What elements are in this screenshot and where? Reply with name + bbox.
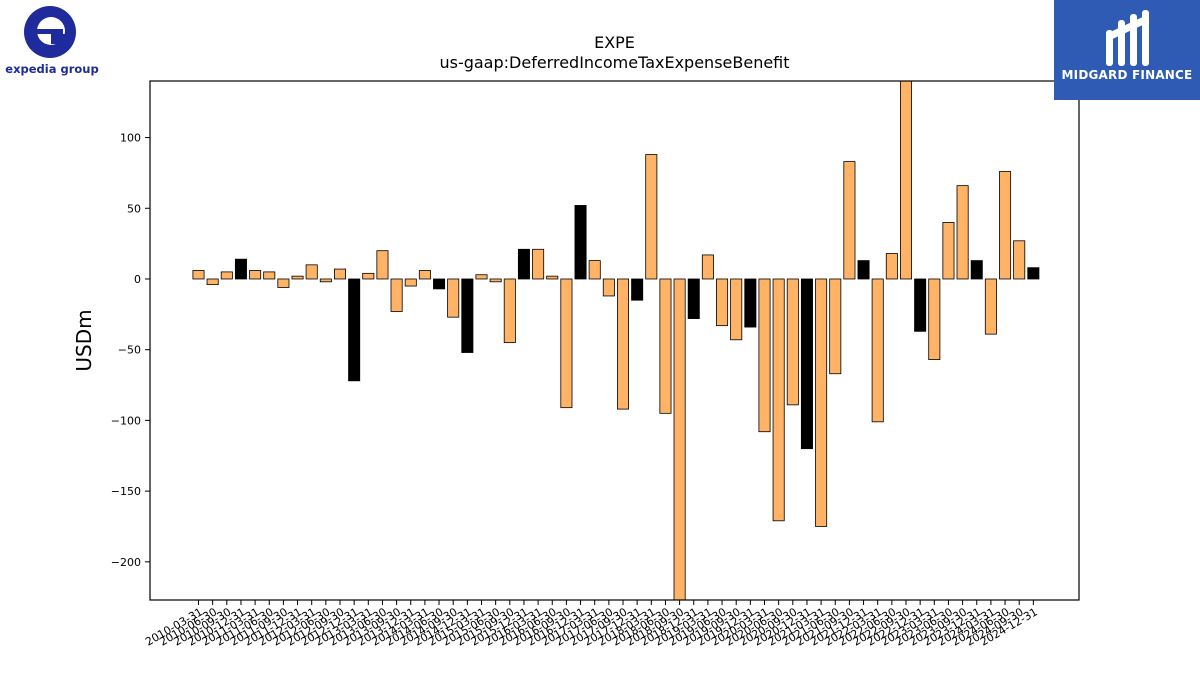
bar-2016-12-31	[574, 205, 587, 280]
bar-2020-09-30	[786, 278, 799, 406]
bar-2013-06-30	[376, 250, 389, 280]
expedia-logo-text: expedia group	[5, 62, 99, 76]
bar-2021-03-31	[815, 278, 828, 527]
bar-2024-12-31	[1027, 267, 1040, 280]
bar-2022-09-30	[900, 81, 913, 280]
bar-2021-12-31	[857, 260, 870, 280]
y-axis-label: USDm	[72, 309, 96, 371]
bar-2010-03-31	[192, 270, 205, 280]
bar-2017-03-31	[588, 260, 601, 280]
bar-2015-06-30	[489, 278, 502, 283]
bar-2018-06-30	[659, 278, 672, 414]
bar-2018-12-31	[687, 278, 700, 319]
bar-2017-09-30	[617, 278, 630, 410]
y-tick-label--100: −100	[111, 414, 141, 427]
expedia-e-icon	[24, 6, 76, 58]
bar-2024-09-30	[1013, 240, 1026, 280]
midgard-finance-logo: MIDGARD FINANCE	[1054, 0, 1200, 100]
bar-2015-12-31	[517, 248, 530, 280]
bar-2024-06-30	[999, 171, 1012, 280]
bars-group	[192, 81, 1040, 600]
bar-2021-06-30	[829, 278, 842, 375]
bar-2023-12-31	[970, 260, 983, 280]
bar-2020-12-31	[800, 278, 813, 450]
bar-2017-06-30	[602, 278, 615, 297]
bar-2022-12-31	[914, 278, 927, 332]
bar-2023-09-30	[956, 185, 969, 280]
bar-2023-03-31	[928, 278, 941, 360]
bar-2018-03-31	[645, 154, 658, 280]
bar-2015-03-31	[475, 274, 488, 280]
y-tick-label-50: 50	[127, 202, 141, 215]
bar-2018-09-30	[673, 278, 686, 600]
bar-2013-03-31	[362, 272, 375, 280]
y-tick-label--200: −200	[111, 556, 141, 569]
bar-2023-06-30	[942, 222, 955, 280]
bar-2010-12-31	[234, 258, 247, 280]
bar-2011-09-30	[277, 278, 290, 288]
bar-2014-12-31	[461, 278, 474, 353]
chart-title: EXPE	[594, 33, 635, 52]
bar-2012-09-30	[333, 268, 346, 280]
bar-2011-06-30	[263, 271, 276, 280]
bar-2012-06-30	[319, 278, 332, 283]
y-tick-label-0: 0	[134, 273, 141, 286]
bar-2011-12-31	[291, 275, 304, 280]
bar-2010-06-30	[206, 278, 219, 286]
midgard-m-icon	[1106, 10, 1149, 66]
bar-2015-09-30	[503, 278, 516, 344]
bar-2016-06-30	[546, 275, 559, 280]
bar-2014-06-30	[433, 278, 446, 290]
bar-2014-03-31	[418, 270, 431, 280]
y-tick-label--150: −150	[111, 485, 141, 498]
bar-2024-03-31	[984, 278, 997, 335]
bar-2013-12-31	[404, 278, 417, 287]
bar-2017-12-31	[631, 278, 644, 301]
bar-2013-09-30	[390, 278, 403, 312]
bar-2022-06-30	[885, 253, 898, 280]
bar-2011-03-31	[249, 270, 262, 280]
bar-2020-03-31	[758, 278, 771, 433]
chart-subtitle: us-gaap:DeferredIncomeTaxExpenseBenefit	[439, 53, 789, 72]
bar-2016-03-31	[532, 248, 545, 280]
bar-2014-09-30	[447, 278, 460, 318]
y-tick-label--50: −50	[118, 344, 141, 357]
expedia-group-logo: expedia group	[4, 4, 100, 78]
bar-2016-09-30	[560, 278, 573, 409]
bar-2019-06-30	[716, 278, 729, 327]
bar-2012-03-31	[305, 264, 318, 280]
bar-2019-09-30	[730, 278, 743, 341]
bar-2021-09-30	[843, 161, 856, 280]
y-tick-label-100: 100	[120, 132, 141, 145]
bar-2012-12-31	[348, 278, 361, 382]
bar-2019-12-31	[744, 278, 757, 328]
plot-frame	[149, 80, 1080, 601]
bar-2020-06-30	[772, 278, 785, 522]
bar-2010-09-30	[220, 271, 233, 280]
bar-2022-03-31	[871, 278, 884, 423]
bar-2019-03-31	[701, 254, 714, 280]
midgard-logo-text: MIDGARD FINANCE	[1061, 68, 1193, 82]
